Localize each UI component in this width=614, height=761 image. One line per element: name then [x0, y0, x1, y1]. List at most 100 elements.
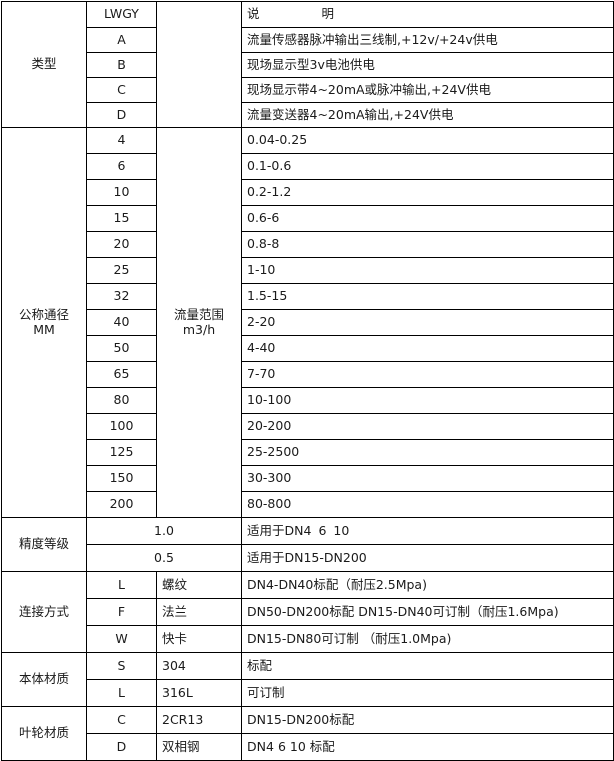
table-row: 25 1-10	[2, 257, 614, 284]
diameter-code: 80	[86, 387, 157, 414]
flow-range-value: 30-300	[241, 465, 614, 492]
accuracy-desc-1-a: 6	[318, 522, 327, 538]
connection-name-f: 法兰	[156, 598, 242, 626]
diameter-code: 10	[86, 179, 157, 206]
flow-range-label: 流量范围 m3/h	[156, 127, 242, 518]
table-row: 本体材质 S 304 标配	[1, 652, 614, 707]
table-row: F 法兰 DN50-DN200标配 DN15-DN40可订制（耐压1.6Mpa)	[2, 598, 614, 626]
diameter-code: 125	[86, 439, 157, 466]
section-label-body-material: 本体材质	[1, 652, 87, 707]
diameter-code: 50	[86, 335, 157, 362]
accuracy-desc-1-prefix: 适用于DN4	[247, 522, 312, 538]
table-row: W 快卡 DN15-DN80可订制 （耐压1.0Mpa)	[2, 625, 614, 653]
flow-range-value: 20-200	[241, 413, 614, 440]
header-desc-part1: 说	[247, 6, 260, 22]
impeller-code-c: C	[86, 706, 157, 734]
table-row: C 现场显示带4~20mA或脉冲输出,+24V供电	[2, 77, 614, 103]
flow-range-value: 0.8-8	[241, 231, 614, 258]
connection-desc-w: DN15-DN80可订制 （耐压1.0Mpa)	[241, 625, 614, 653]
table-row: 6 0.1-0.6	[2, 153, 614, 180]
type-code-d: D	[86, 102, 157, 128]
type-code-a: A	[86, 27, 157, 53]
table-row: D 双相钢 DN4 6 10 标配	[2, 733, 614, 761]
flow-range-value: 7-70	[241, 361, 614, 388]
type-code-b: B	[86, 52, 157, 78]
impeller-desc-d-prefix: DN4	[247, 738, 274, 754]
nominal-diameter-label-line1: 公称通径	[18, 307, 69, 323]
flow-range-label-line1: 流量范围	[173, 307, 224, 323]
diameter-code: 32	[86, 283, 157, 310]
diameter-code: 65	[86, 361, 157, 388]
diameter-code: 20	[86, 231, 157, 258]
diameter-code: 150	[86, 465, 157, 492]
type-desc-d: 流量变送器4~20mA输出,+24V供电	[241, 102, 614, 128]
section-label-type: 类型	[1, 1, 87, 128]
table-row: 125 25-2500	[2, 439, 614, 466]
table-row: 50 4-40	[2, 335, 614, 362]
section-label-nominal-diameter: 公称通径 MM	[1, 127, 87, 518]
table-row: B 现场显示型3v电池供电	[2, 52, 614, 78]
flow-range-value: 2-20	[241, 309, 614, 336]
header-description-label: 说明	[241, 1, 614, 28]
flow-range-value: 25-2500	[241, 439, 614, 466]
connection-desc-f: DN50-DN200标配 DN15-DN40可订制（耐压1.6Mpa)	[241, 598, 614, 626]
connection-name-l: 螺纹	[156, 571, 242, 599]
table-header-row: 类型 LWGY 说明	[1, 1, 614, 128]
connection-desc-l: DN4-DN40标配（耐压2.5Mpa)	[241, 571, 614, 599]
impeller-name-c: 2CR13	[156, 706, 242, 734]
impeller-name-d: 双相钢	[156, 733, 242, 761]
table-row: 20 0.8-8	[2, 231, 614, 258]
body-material-name-s: 304	[156, 652, 242, 680]
accuracy-desc-1: 适用于DN4 6 10	[241, 517, 614, 545]
connection-code-l: L	[86, 571, 157, 599]
connection-name-w: 快卡	[156, 625, 242, 653]
table-row: 公称通径 MM 4 流量范围 m3/h 0.04-0.25	[1, 127, 614, 518]
accuracy-desc-2: 适用于DN15-DN200	[241, 544, 614, 572]
type-desc-c: 现场显示带4~20mA或脉冲输出,+24V供电	[241, 77, 614, 103]
section-label-impeller-material: 叶轮材质	[1, 706, 87, 761]
impeller-desc-c: DN15-DN200标配	[241, 706, 614, 734]
flow-range-value: 1.5-15	[241, 283, 614, 310]
body-material-code-l: L	[86, 679, 157, 707]
flow-range-value: 0.6-6	[241, 205, 614, 232]
table-row: 0.5 适用于DN15-DN200	[2, 544, 614, 572]
type-code-c: C	[86, 77, 157, 103]
flow-range-label-line2: m3/h	[182, 321, 216, 337]
diameter-code: 25	[86, 257, 157, 284]
flow-range-value: 10-100	[241, 387, 614, 414]
impeller-desc-d-suffix: 标配	[309, 738, 335, 754]
header-model-code: LWGY	[86, 1, 157, 28]
flow-range-value: 1-10	[241, 257, 614, 284]
diameter-code: 100	[86, 413, 157, 440]
type-desc-b: 现场显示型3v电池供电	[241, 52, 614, 78]
section-label-connection-type: 连接方式	[1, 571, 87, 653]
impeller-desc-d-a: 6	[277, 738, 286, 754]
impeller-desc-d-b: 10	[289, 738, 306, 754]
table-row: 15 0.6-6	[2, 205, 614, 232]
section-label-accuracy-grade: 精度等级	[1, 517, 87, 572]
diameter-code: 6	[86, 153, 157, 180]
body-material-desc-l: 可订制	[241, 679, 614, 707]
nominal-diameter-label-line2: MM	[33, 321, 55, 337]
table-row: 精度等级 1.0 适用于DN4 6 10	[1, 517, 614, 572]
table-row: 150 30-300	[2, 465, 614, 492]
type-desc-a: 流量传感器脉冲输出三线制,+12v/+24v供电	[241, 27, 614, 53]
table-row: 65 7-70	[2, 361, 614, 388]
accuracy-desc-1-b: 10	[333, 522, 350, 538]
table-row: 连接方式 L 螺纹 DN4-DN40标配（耐压2.5Mpa)	[1, 571, 614, 653]
flow-range-value: 0.1-0.6	[241, 153, 614, 180]
diameter-code: 15	[86, 205, 157, 232]
type-middle-empty-cell	[156, 1, 242, 128]
diameter-code: 4	[86, 127, 157, 154]
flow-range-value: 0.04-0.25	[241, 127, 614, 154]
body-material-code-s: S	[86, 652, 157, 680]
body-material-desc-s: 标配	[241, 652, 614, 680]
table-row: 10 0.2-1.2	[2, 179, 614, 206]
table-row: L 316L 可订制	[2, 679, 614, 707]
accuracy-value-1: 1.0	[86, 517, 242, 545]
table-row: 80 10-100	[2, 387, 614, 414]
body-material-name-l: 316L	[156, 679, 242, 707]
flow-range-value: 4-40	[241, 335, 614, 362]
table-row: 40 2-20	[2, 309, 614, 336]
